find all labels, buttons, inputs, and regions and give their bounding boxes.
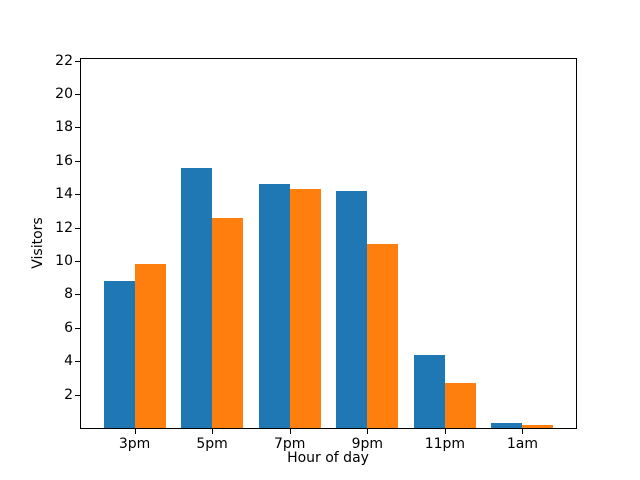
y-tick-label: 10 xyxy=(55,253,73,270)
x-tick-mark xyxy=(134,429,136,434)
x-axis-label: Hour of day xyxy=(287,450,369,466)
bar-orange-1am xyxy=(522,424,554,428)
y-tick-mark xyxy=(75,94,80,96)
x-tick-mark xyxy=(212,429,214,434)
y-tick-mark xyxy=(75,227,80,229)
y-tick-mark xyxy=(75,127,80,129)
bar-orange-7pm xyxy=(289,189,321,428)
y-tick-mark xyxy=(75,327,80,329)
bar-orange-5pm xyxy=(212,218,244,428)
y-tick-label: 6 xyxy=(64,319,73,336)
y-tick-label: 18 xyxy=(55,119,73,136)
y-tick-mark xyxy=(75,294,80,296)
x-tick-label: 3pm xyxy=(118,436,151,452)
y-tick-label: 8 xyxy=(64,286,73,303)
x-tick-label: 9pm xyxy=(351,436,383,452)
bar-blue-9pm xyxy=(336,190,368,428)
bar-blue-5pm xyxy=(181,167,213,428)
y-tick-label: 2 xyxy=(64,386,73,403)
y-tick-mark xyxy=(75,160,80,162)
y-tick-mark xyxy=(75,261,80,263)
bar-blue-7pm xyxy=(258,184,290,428)
y-tick-label: 14 xyxy=(55,186,73,203)
x-tick-mark xyxy=(522,429,524,434)
y-tick-label: 16 xyxy=(55,152,73,169)
y-tick-label: 20 xyxy=(55,86,73,103)
bar-orange-3pm xyxy=(134,264,166,428)
bar-orange-9pm xyxy=(367,244,399,428)
x-tick-label: 1am xyxy=(506,436,539,452)
bar-orange-11pm xyxy=(444,382,476,428)
x-tick-mark xyxy=(444,429,446,434)
x-tick-label: 7pm xyxy=(273,436,306,452)
y-tick-label: 12 xyxy=(55,219,73,236)
bar-blue-1am xyxy=(491,423,523,428)
bar-blue-11pm xyxy=(413,355,445,428)
x-tick-mark xyxy=(289,429,291,434)
x-tick-label: 5pm xyxy=(196,436,228,452)
y-tick-mark xyxy=(75,194,80,196)
x-tick-mark xyxy=(367,429,369,434)
y-tick-mark xyxy=(75,60,80,62)
y-tick-label: 4 xyxy=(64,353,73,370)
y-tick-mark xyxy=(75,394,80,396)
y-tick-label: 22 xyxy=(55,52,73,69)
bar-blue-3pm xyxy=(103,281,135,428)
plot-area xyxy=(80,58,577,429)
y-tick-mark xyxy=(75,361,80,363)
x-tick-label: 11pm xyxy=(424,436,466,452)
